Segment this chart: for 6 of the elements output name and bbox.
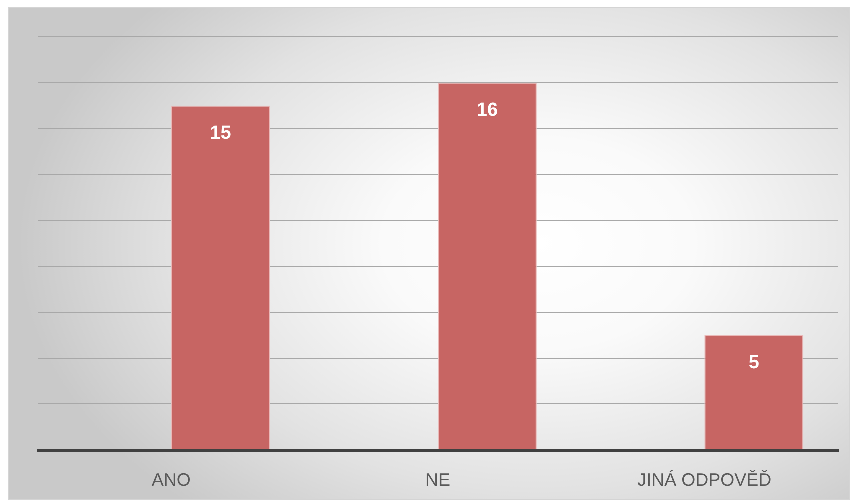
x-tick-label: JINÁ ODPOVĚĎ	[638, 470, 772, 490]
data-label: 5	[748, 352, 760, 374]
x-tick-label: ANO	[152, 470, 191, 490]
x-tick-label: NE	[425, 470, 451, 490]
data-label: 15	[210, 123, 232, 144]
data-label: 16	[476, 100, 498, 122]
